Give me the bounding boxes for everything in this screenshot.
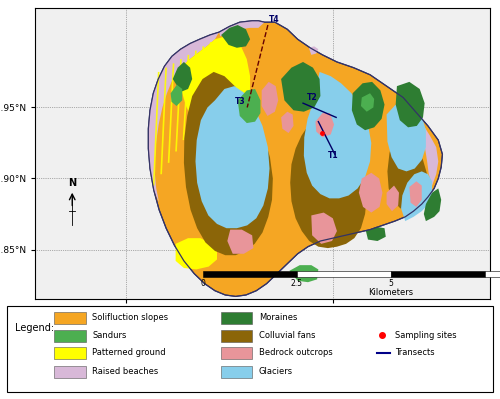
Bar xyxy=(220,312,252,324)
Bar xyxy=(54,312,86,324)
Polygon shape xyxy=(401,172,432,221)
Polygon shape xyxy=(386,186,399,211)
Bar xyxy=(54,330,86,342)
Bar xyxy=(54,347,86,359)
Polygon shape xyxy=(366,227,386,241)
Text: Colluvial fans: Colluvial fans xyxy=(259,331,316,340)
Text: Sandurs: Sandurs xyxy=(92,331,126,340)
Text: Transects: Transects xyxy=(394,348,434,357)
Bar xyxy=(202,271,296,277)
Polygon shape xyxy=(148,21,443,296)
Polygon shape xyxy=(246,190,260,217)
Polygon shape xyxy=(424,188,441,221)
Bar xyxy=(296,271,390,277)
Polygon shape xyxy=(388,129,427,210)
Polygon shape xyxy=(281,62,320,112)
Polygon shape xyxy=(170,85,182,106)
Polygon shape xyxy=(205,42,212,106)
Bar xyxy=(484,271,500,277)
Text: 2.5: 2.5 xyxy=(290,279,302,288)
Polygon shape xyxy=(218,160,237,193)
Polygon shape xyxy=(290,265,318,282)
Polygon shape xyxy=(352,82,384,130)
Text: Legend:: Legend: xyxy=(15,323,54,333)
Polygon shape xyxy=(309,46,318,55)
Text: Raised beaches: Raised beaches xyxy=(92,367,158,375)
Polygon shape xyxy=(190,51,196,129)
Text: T3: T3 xyxy=(234,97,245,106)
Bar xyxy=(220,330,252,342)
Polygon shape xyxy=(198,46,204,117)
Polygon shape xyxy=(396,82,424,127)
Bar xyxy=(220,347,252,359)
Polygon shape xyxy=(184,72,273,255)
Text: N: N xyxy=(68,178,76,188)
Polygon shape xyxy=(281,112,293,133)
Polygon shape xyxy=(262,82,278,116)
Polygon shape xyxy=(172,62,192,92)
Text: Sampling sites: Sampling sites xyxy=(394,331,456,340)
Polygon shape xyxy=(361,93,374,112)
Polygon shape xyxy=(410,181,422,207)
Polygon shape xyxy=(228,230,254,254)
Text: Kilometers: Kilometers xyxy=(368,288,413,297)
Text: T2: T2 xyxy=(307,93,318,102)
Polygon shape xyxy=(219,21,264,36)
Polygon shape xyxy=(290,115,366,248)
Polygon shape xyxy=(160,68,167,174)
Polygon shape xyxy=(180,36,250,136)
Polygon shape xyxy=(316,113,334,137)
Polygon shape xyxy=(312,213,337,244)
Polygon shape xyxy=(182,55,190,140)
Polygon shape xyxy=(176,238,217,269)
Polygon shape xyxy=(359,173,382,213)
Polygon shape xyxy=(175,59,182,152)
Text: Patterned ground: Patterned ground xyxy=(92,348,166,357)
Bar xyxy=(390,271,484,277)
Bar xyxy=(54,365,86,377)
Polygon shape xyxy=(304,72,372,198)
Polygon shape xyxy=(422,126,438,186)
Text: Bedrock outcrops: Bedrock outcrops xyxy=(259,348,332,357)
Bar xyxy=(220,365,252,377)
Text: Solifluction slopes: Solifluction slopes xyxy=(92,314,168,322)
Polygon shape xyxy=(148,32,219,203)
Text: 0: 0 xyxy=(200,279,205,288)
Polygon shape xyxy=(221,25,250,48)
Text: Moraines: Moraines xyxy=(259,314,297,322)
Polygon shape xyxy=(168,63,174,163)
Polygon shape xyxy=(238,89,260,123)
Text: T1: T1 xyxy=(328,152,338,160)
Text: T4: T4 xyxy=(269,15,280,24)
Polygon shape xyxy=(386,100,426,172)
Polygon shape xyxy=(196,86,270,228)
Text: Glaciers: Glaciers xyxy=(259,367,293,375)
Text: 5: 5 xyxy=(388,279,393,288)
Polygon shape xyxy=(153,72,160,186)
